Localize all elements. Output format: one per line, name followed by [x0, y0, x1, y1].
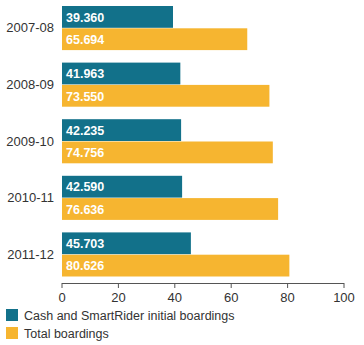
- category-labels: 2007-08 2008-09 2009-10 2010-11 2011-12: [6, 20, 54, 261]
- bar: [62, 232, 191, 254]
- category-label: 2010-11: [7, 190, 54, 205]
- x-axis-line: [62, 283, 344, 284]
- data-label: 65.694: [66, 33, 104, 47]
- legend: Cash and SmartRider initial boardings Tot…: [6, 309, 235, 341]
- bars: [62, 6, 289, 277]
- category-label: 2011-12: [7, 247, 54, 262]
- x-tick-label: 80: [280, 290, 294, 305]
- x-tick: [62, 283, 63, 288]
- x-tick-label: 60: [224, 290, 238, 305]
- x-tick: [231, 283, 232, 288]
- category-label: 2009-10: [6, 134, 54, 149]
- data-label: 42.590: [66, 180, 104, 194]
- data-label: 76.636: [66, 203, 104, 217]
- x-tick: [118, 283, 119, 288]
- data-label: 80.626: [66, 259, 104, 273]
- x-tick: [344, 283, 345, 288]
- x-tick-label: 0: [58, 290, 65, 305]
- x-axis: 0 20 40 60 80 100: [58, 283, 354, 305]
- data-label: 42.235: [66, 124, 104, 138]
- x-tick: [174, 283, 175, 288]
- x-tick-label: 40: [168, 290, 182, 305]
- chart-container: 39.360 41.963 42.235 42.590 45.703 65.694 73.5…: [0, 0, 364, 345]
- bar: [62, 85, 269, 107]
- bar: [62, 255, 289, 277]
- legend-label: Total boardings: [24, 327, 109, 341]
- bar: [62, 119, 181, 141]
- x-tick-label: 100: [333, 290, 355, 305]
- bar: [62, 176, 182, 198]
- data-label: 74.756: [66, 146, 104, 160]
- bar: [62, 28, 247, 50]
- bar: [62, 63, 180, 85]
- data-label: 73.550: [66, 90, 104, 104]
- data-labels: 39.360 41.963 42.235 42.590 45.703 65.694 73.5…: [66, 11, 104, 274]
- legend-swatch: [6, 309, 18, 321]
- category-label: 2008-09: [6, 77, 54, 92]
- data-label: 41.963: [66, 67, 104, 81]
- bar: [62, 198, 278, 220]
- bar: [62, 6, 173, 28]
- category-label: 2007-08: [6, 20, 54, 35]
- legend-swatch: [6, 327, 18, 339]
- bar: [62, 142, 273, 164]
- chart-svg: 39.360 41.963 42.235 42.590 45.703 65.694 73.5…: [0, 0, 364, 345]
- x-tick: [287, 283, 288, 288]
- legend-label: Cash and SmartRider initial boardings: [24, 309, 235, 323]
- data-label: 45.703: [66, 237, 104, 251]
- data-label: 39.360: [66, 11, 104, 25]
- x-tick-label: 20: [111, 290, 125, 305]
